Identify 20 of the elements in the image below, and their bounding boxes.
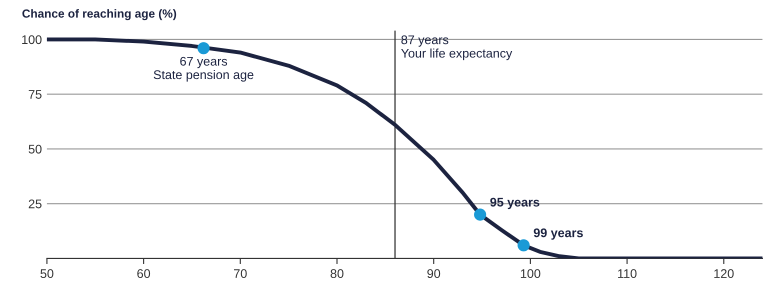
ref-line-label: 87 years Your life expectancy (401, 35, 512, 60)
x-tick-label: 110 (618, 269, 637, 278)
y-axis-title: Chance of reaching age (%) (22, 9, 176, 20)
x-tick-label: 100 (520, 269, 540, 278)
point (197, 42, 210, 54)
x-tick-label: 120 (714, 269, 734, 278)
point (518, 239, 530, 252)
annotation: 67 years State pension age (154, 56, 254, 82)
point (474, 208, 486, 221)
x-tick-label: 90 (427, 269, 440, 278)
x-tick-label: 80 (330, 269, 344, 278)
y-tick-label: 75 (28, 90, 42, 99)
x-tick-label: 50 (40, 269, 54, 278)
y-tick-label: 50 (28, 144, 42, 154)
x-tick-label: 70 (234, 269, 247, 278)
annotation: 99 years (534, 228, 583, 240)
y-tick-label: 25 (28, 199, 42, 208)
x-tick-label: 60 (137, 269, 150, 278)
annotation: 95 years (490, 198, 540, 210)
y-tick-label: 100 (22, 35, 42, 44)
